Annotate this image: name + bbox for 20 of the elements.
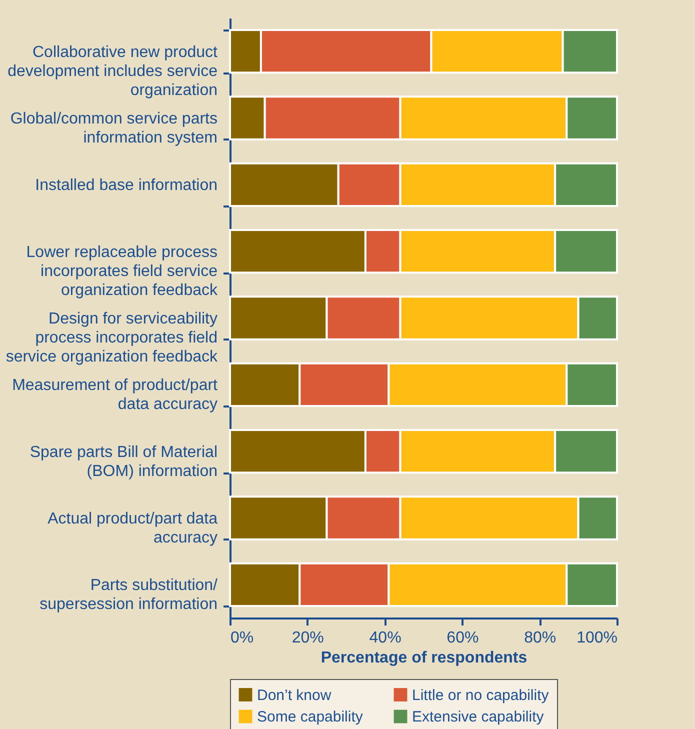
y-tick-label: Parts substitution/ supersession information	[40, 577, 218, 614]
x-axis-title: Percentage of respondents	[320, 650, 528, 666]
legend-label: Some capability	[257, 708, 364, 726]
y-tick-label: Installed base information	[35, 177, 218, 194]
x-tick-label: 80%	[524, 630, 556, 646]
legend-label: Extensive capability	[412, 708, 544, 726]
y-tick-label: Global/common service parts information system	[10, 110, 218, 146]
x-tick-label: 0%	[230, 630, 254, 646]
x-tick-label: 100%	[576, 630, 618, 646]
x-tick-label: 40%	[369, 630, 402, 646]
y-tick-label: Actual product/part data accuracy	[48, 510, 218, 546]
y-tick-label: Measurement of product/part data accuracy	[12, 377, 218, 414]
x-tick-label: 60%	[446, 630, 479, 646]
x-tick-label: 20%	[292, 630, 324, 646]
y-tick-label: Lower replaceable process incorporates field service organization feedback	[26, 244, 218, 299]
legend-label: Little or no capability	[412, 686, 550, 704]
legend-label: Don’t know	[257, 686, 332, 704]
y-tick-label: Collaborative new product development includes service organization	[8, 44, 218, 99]
y-tick-label: Design for serviceability process incorporates field service organization feedback	[6, 310, 218, 366]
y-tick-label: Spare parts Bill of Material (BOM) information	[30, 444, 218, 480]
